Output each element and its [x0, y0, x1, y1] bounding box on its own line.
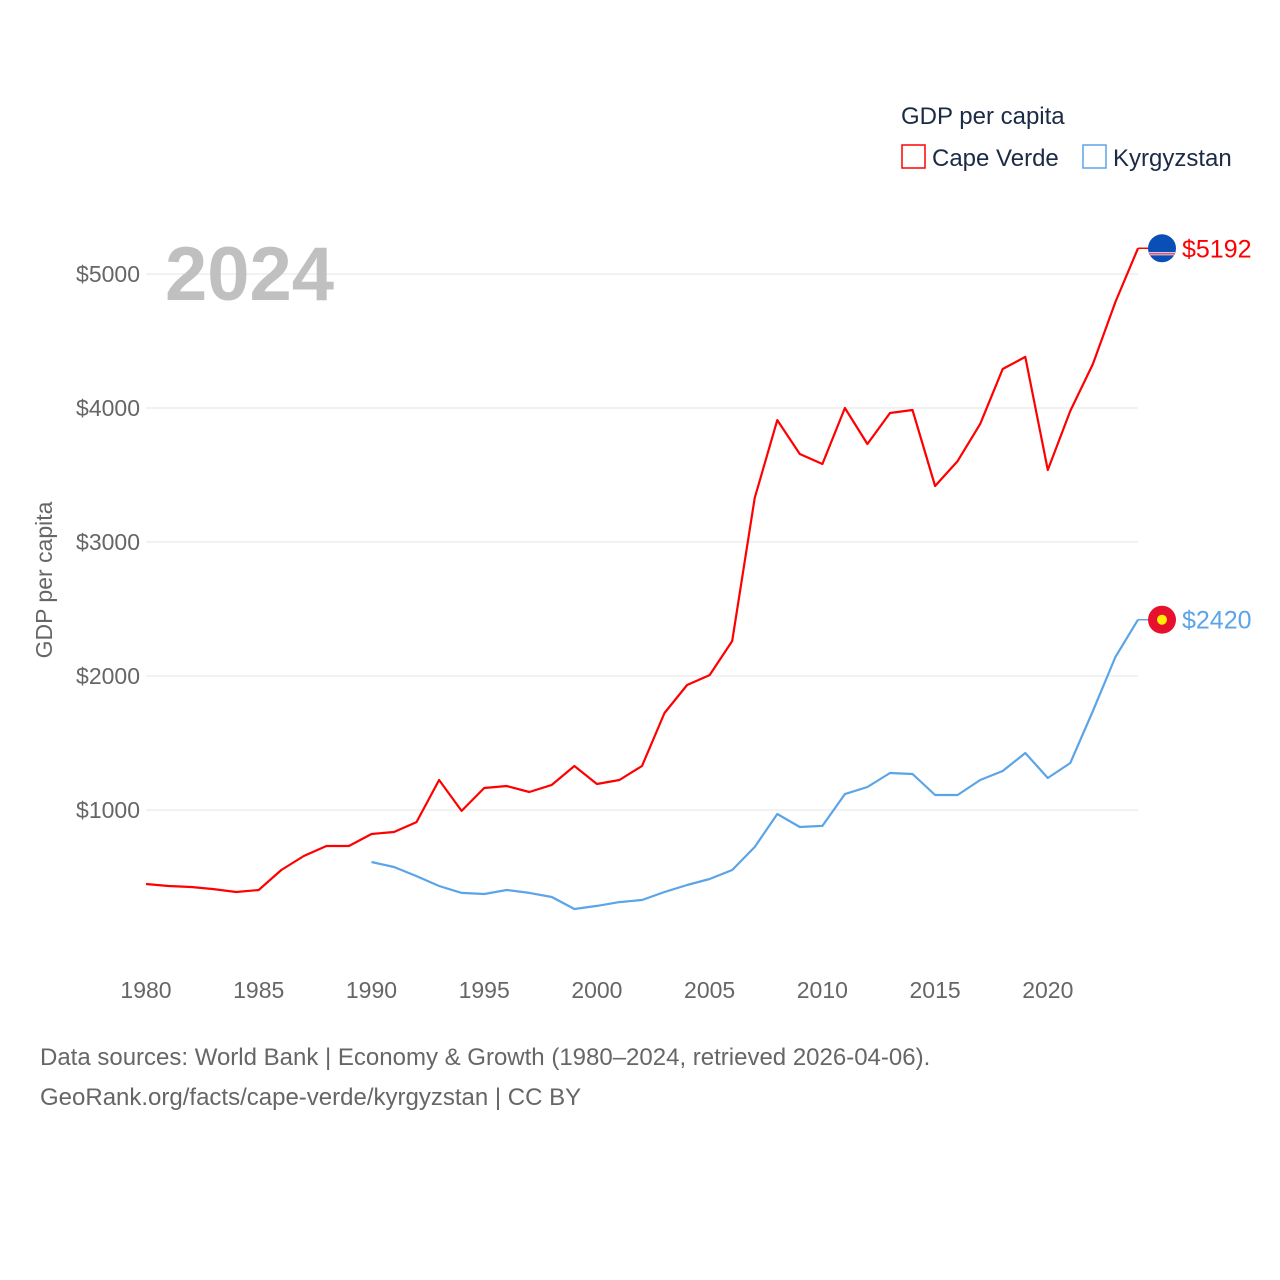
y-tick-label: $3000 — [76, 529, 140, 555]
y-tick-label: $1000 — [76, 797, 140, 823]
legend-label: Cape Verde — [932, 145, 1059, 172]
legend-swatch — [1082, 144, 1107, 169]
legend-title: GDP per capita — [901, 103, 1065, 130]
flag-stripe — [1149, 253, 1175, 255]
x-tick-label: 2005 — [684, 977, 735, 1003]
x-tick-label: 2015 — [909, 977, 960, 1003]
series-line-kyrgyzstan — [371, 619, 1139, 911]
x-tick-label: 2020 — [1022, 977, 1073, 1003]
year-label: 2024 — [165, 232, 334, 317]
y-tick-label: $2000 — [76, 663, 140, 689]
x-tick-label: 2010 — [797, 977, 848, 1003]
x-tick-label: 1995 — [459, 977, 510, 1003]
y-tick-label: $4000 — [76, 395, 140, 421]
cape-verde-flag-icon — [1148, 234, 1176, 263]
legend-label: Kyrgyzstan — [1113, 145, 1232, 172]
x-tick-label: 2000 — [571, 977, 622, 1003]
y-tick-label: $5000 — [76, 261, 140, 287]
flag-sun — [1157, 614, 1167, 625]
x-tick-label: 1980 — [120, 977, 171, 1003]
x-tick-label: 1985 — [233, 977, 284, 1003]
end-value-label: $2420 — [1182, 607, 1252, 635]
x-tick-label: 1990 — [346, 977, 397, 1003]
series-line-cape-verde — [145, 247, 1140, 894]
source-text: Data sources: World Bank | Economy & Gro… — [40, 1044, 931, 1071]
source-link[interactable]: GeoRank.org/facts/cape-verde/kyrgyzstan … — [40, 1084, 582, 1111]
end-value-label: $5192 — [1182, 235, 1252, 263]
legend-swatch — [901, 144, 926, 169]
y-axis-label: GDP per capita — [31, 501, 57, 658]
